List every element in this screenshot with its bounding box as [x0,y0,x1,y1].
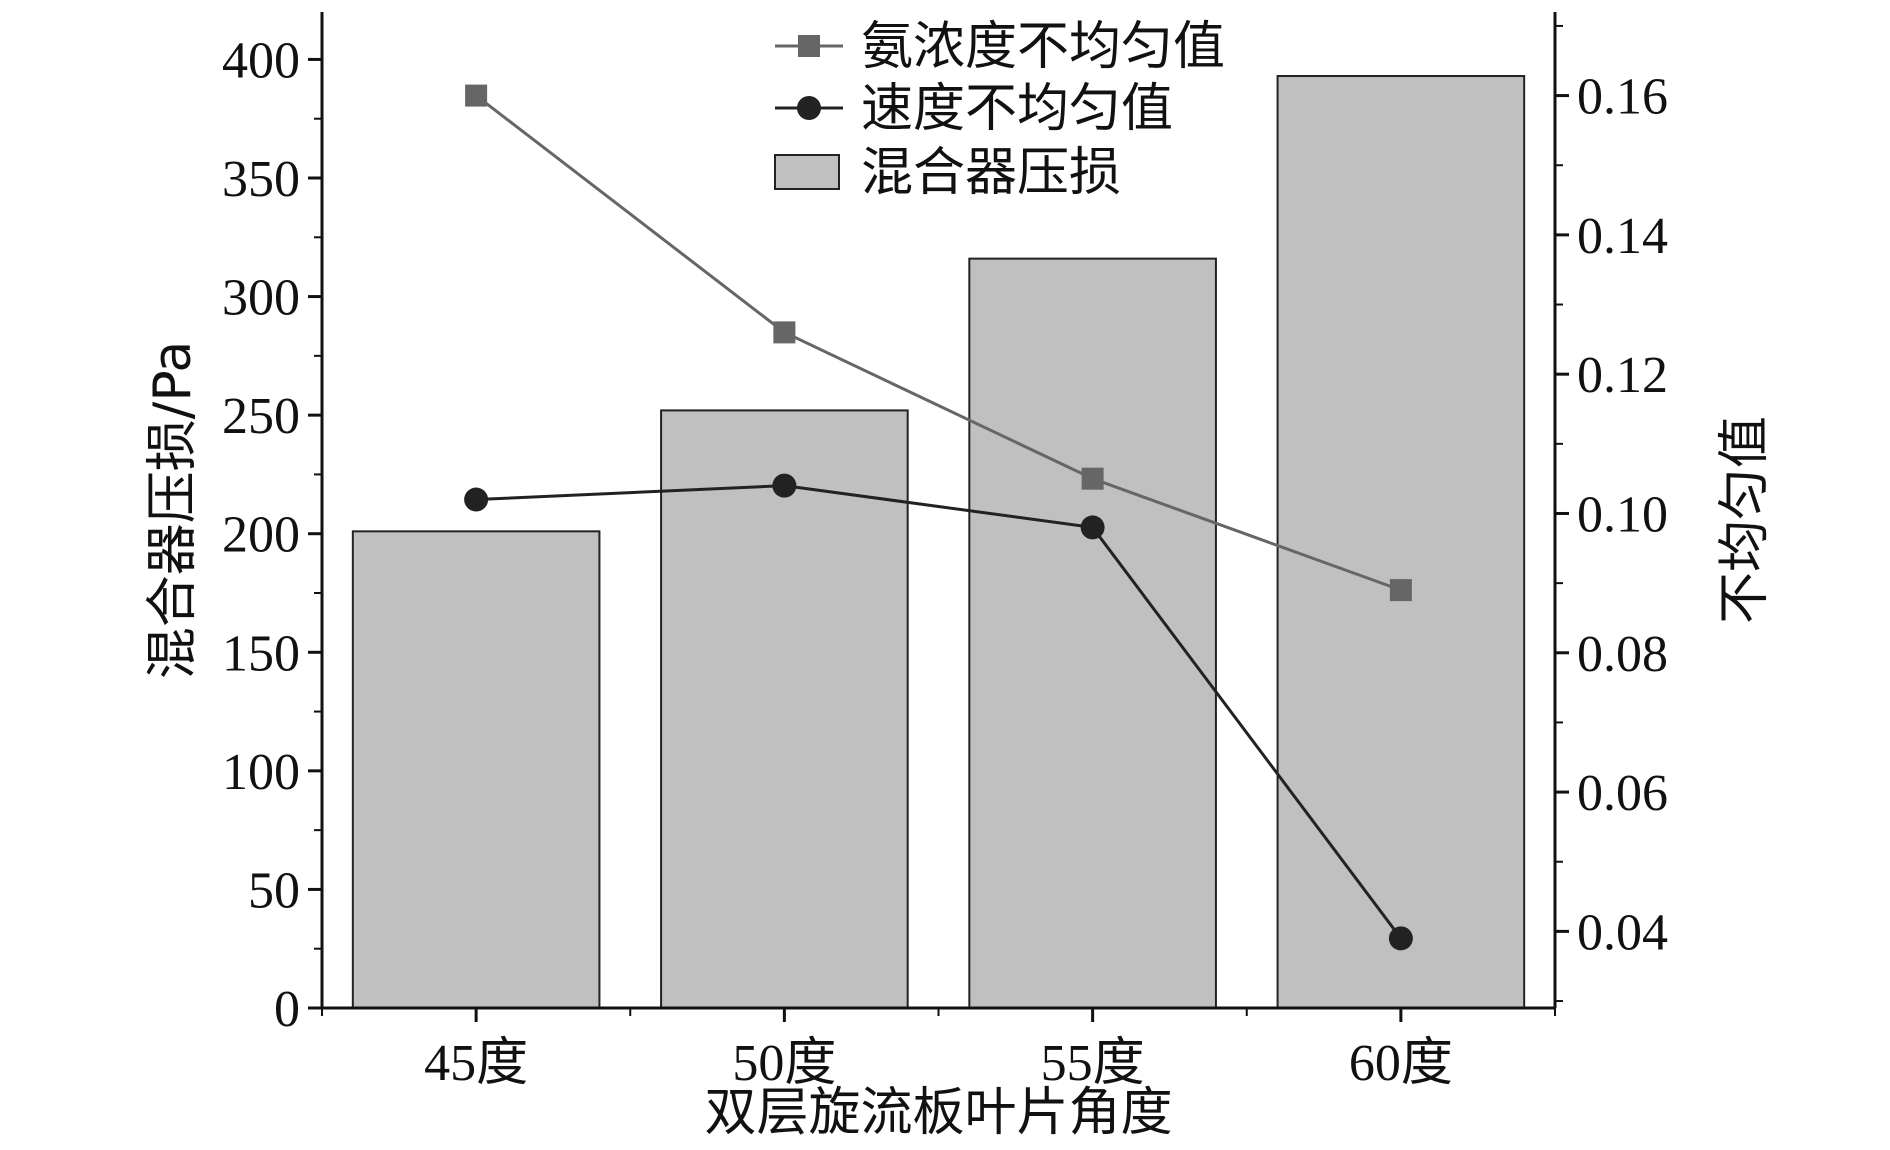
bar [660,409,909,1009]
x-axis-title: 双层旋流板叶片角度 [704,1083,1172,1143]
bar [1276,75,1526,1010]
series-point-circle [464,487,489,512]
bar [351,530,601,1009]
legend-label: 氨浓度不均匀值 [861,17,1225,77]
x-tick-label: 60度 [1349,1035,1453,1092]
y-left-tick-label: 200 [222,507,300,564]
y-left-tick-label: 400 [222,32,300,89]
series-line [476,484,1403,940]
series-point-square [773,321,796,344]
y-axis-left-title: 混合器压损/Pa [143,341,203,679]
series-point-circle [1388,926,1413,951]
legend-label: 速度不均匀值 [861,79,1173,139]
x-tick-label: 50度 [732,1035,836,1092]
series-line [475,94,1402,592]
y-right-tick-label: 0.10 [1577,486,1668,543]
series-point-circle [772,473,797,498]
x-tick-label: 45度 [424,1035,528,1092]
y-axis-right-title: 不均匀值 [1715,416,1775,624]
y-left-tick-label: 0 [274,981,300,1038]
bars-layer [351,75,1526,1010]
legend-label: 混合器压损 [861,143,1121,203]
y-left-tick-label: 350 [222,151,300,208]
series-point-square [465,84,488,107]
y-right-tick-label: 0.04 [1577,904,1668,961]
y-left-tick-label: 100 [222,744,300,801]
y-right-tick-label: 0.08 [1577,626,1668,683]
y-left-tick-label: 300 [222,270,300,327]
bar [968,257,1217,1009]
y-left-tick-label: 150 [222,625,300,682]
series-point-square [1081,467,1104,490]
y-left-tick-label: 50 [248,862,300,919]
axes-layer: 0 50 100 150 200 250 300 350 400 0.04 0.06 0.08 0.10… [222,12,1668,1092]
legend-marker-circle [797,96,821,120]
legend-marker-square [798,35,820,57]
y-right-tick-label: 0.12 [1577,347,1668,404]
y-right-tick-label: 0.06 [1577,765,1668,822]
y-left-tick-label: 250 [222,388,300,445]
series-point-square [1389,579,1412,602]
x-tick-label: 55度 [1041,1035,1145,1092]
y-right-tick-label: 0.14 [1577,208,1668,265]
lines-layer [464,84,1413,951]
legend-swatch [774,154,840,190]
series-point-circle [1080,515,1105,540]
y-right-tick-label: 0.16 [1577,69,1668,126]
